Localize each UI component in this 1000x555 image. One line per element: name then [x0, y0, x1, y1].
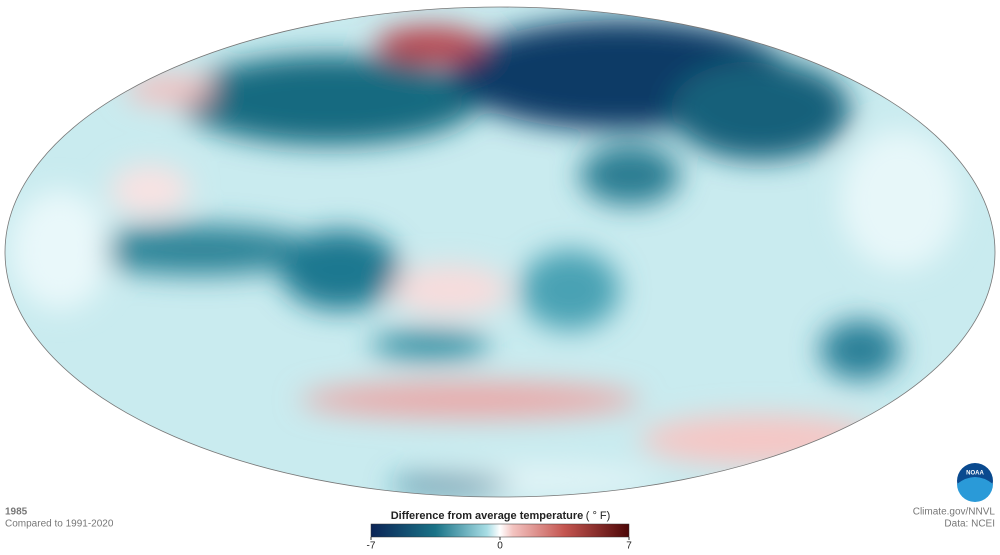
color-bar-tick-label: 7: [626, 541, 632, 552]
color-bar-tick-label: 0: [497, 541, 503, 552]
color-bar-tick-label: -7: [367, 541, 376, 552]
baseline: Compared to 1991-2020: [5, 519, 114, 530]
noaa-logo: NOAA: [957, 463, 993, 502]
year: 1985: [5, 507, 28, 518]
credit-source: Climate.gov/NNVL: [913, 507, 996, 518]
legend-unit: ( ° F): [586, 510, 611, 522]
credit-data: Data: NCEI: [944, 519, 995, 530]
legend-title: Difference from average temperature: [391, 510, 584, 522]
color-bar: [370, 523, 630, 538]
logo-text: NOAA: [966, 471, 984, 477]
globe-outline: [4, 6, 996, 498]
